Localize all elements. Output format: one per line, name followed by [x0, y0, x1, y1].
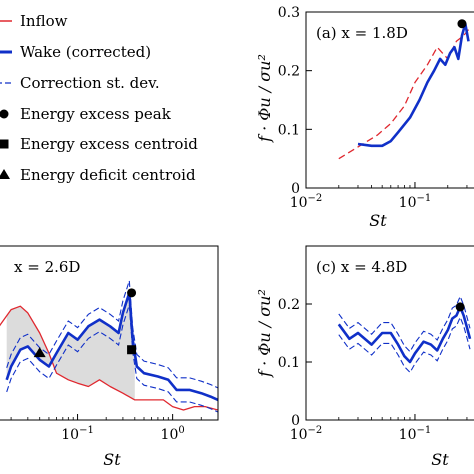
panel-a-xlabel: St — [369, 211, 387, 230]
panel-c-ylabel: f · Φu / σu² — [255, 289, 274, 378]
y-tick-label: 0 — [291, 181, 300, 197]
panel-c-series — [337, 295, 472, 374]
panel-c-frame — [305, 245, 474, 421]
y-tick-label: 0.3 — [278, 5, 300, 21]
panel-b: 10−1 100 x = 2.6D St — [0, 245, 219, 469]
panel-b-title: x = 2.6D — [14, 258, 80, 276]
legend-marker-deficit — [0, 169, 10, 179]
panel-b-xlabel: St — [103, 450, 121, 469]
legend-label-inflow: Inflow — [20, 12, 68, 30]
wake-line — [357, 22, 470, 148]
stdev-lower-line — [338, 315, 471, 374]
panel-a-ylabel: f · Φu / σu² — [255, 54, 274, 143]
x-tick-label: 10−1 — [61, 425, 94, 443]
panel-b-series — [0, 280, 218, 413]
energy-deficit-centroid-marker — [33, 347, 46, 358]
legend-label-peak: Energy excess peak — [20, 105, 172, 123]
energy-excess-centroid-marker — [127, 345, 137, 355]
energy-difference-shade — [6, 295, 135, 400]
y-tick-label: 0.1 — [278, 122, 300, 138]
wake-line — [5, 291, 218, 402]
inflow-line — [0, 305, 218, 411]
legend-marker-peak — [0, 109, 9, 119]
panel-a-series — [338, 19, 470, 160]
y-tick-label: 0 — [291, 413, 300, 429]
panel-c-xlabel: St — [431, 450, 449, 469]
y-tick-label: 0.2 — [278, 64, 300, 80]
energy-excess-peak-marker — [457, 19, 467, 29]
panel-a-ticks: 10−2 10−100.10.20.3 — [278, 5, 468, 211]
x-tick-label: 10−1 — [399, 193, 432, 211]
stdev-upper-line — [338, 295, 471, 353]
panel-b-shade — [6, 295, 135, 400]
stdev-lower-line — [6, 304, 218, 413]
panel-b-frame — [0, 245, 219, 421]
panel-c: f · Φu / σu² 10−2 10−100.10.2 (c) x = 4.8… — [255, 245, 474, 469]
y-tick-label: 0.2 — [278, 297, 300, 313]
energy-excess-peak-marker — [455, 302, 465, 312]
legend-label-wake: Wake (corrected) — [20, 43, 151, 61]
panel-b-ticks: 10−1 100 — [10, 414, 219, 443]
legend-label-stdev: Correction st. dev. — [20, 74, 160, 92]
energy-excess-peak-marker — [127, 288, 137, 298]
x-tick-label: 100 — [161, 425, 185, 443]
legend-marker-excess — [0, 139, 9, 149]
panel-a-frame — [305, 11, 474, 189]
legend-label-deficit: Energy deficit centroid — [20, 166, 196, 184]
inflow-line — [338, 29, 470, 160]
panel-c-title: (c) x = 4.8D — [316, 258, 407, 276]
legend-label-excess: Energy excess centroid — [20, 135, 198, 153]
panel-a: f · Φu / σu² 10−2 10−100.10.20.3 (a) x = … — [255, 5, 474, 230]
x-tick-label: 10−1 — [399, 425, 432, 443]
panel-a-title: (a) x = 1.8D — [316, 24, 408, 42]
y-tick-label: 0.1 — [278, 355, 300, 371]
legend: Inflow Wake (corrected) Correction st. d… — [0, 12, 198, 184]
